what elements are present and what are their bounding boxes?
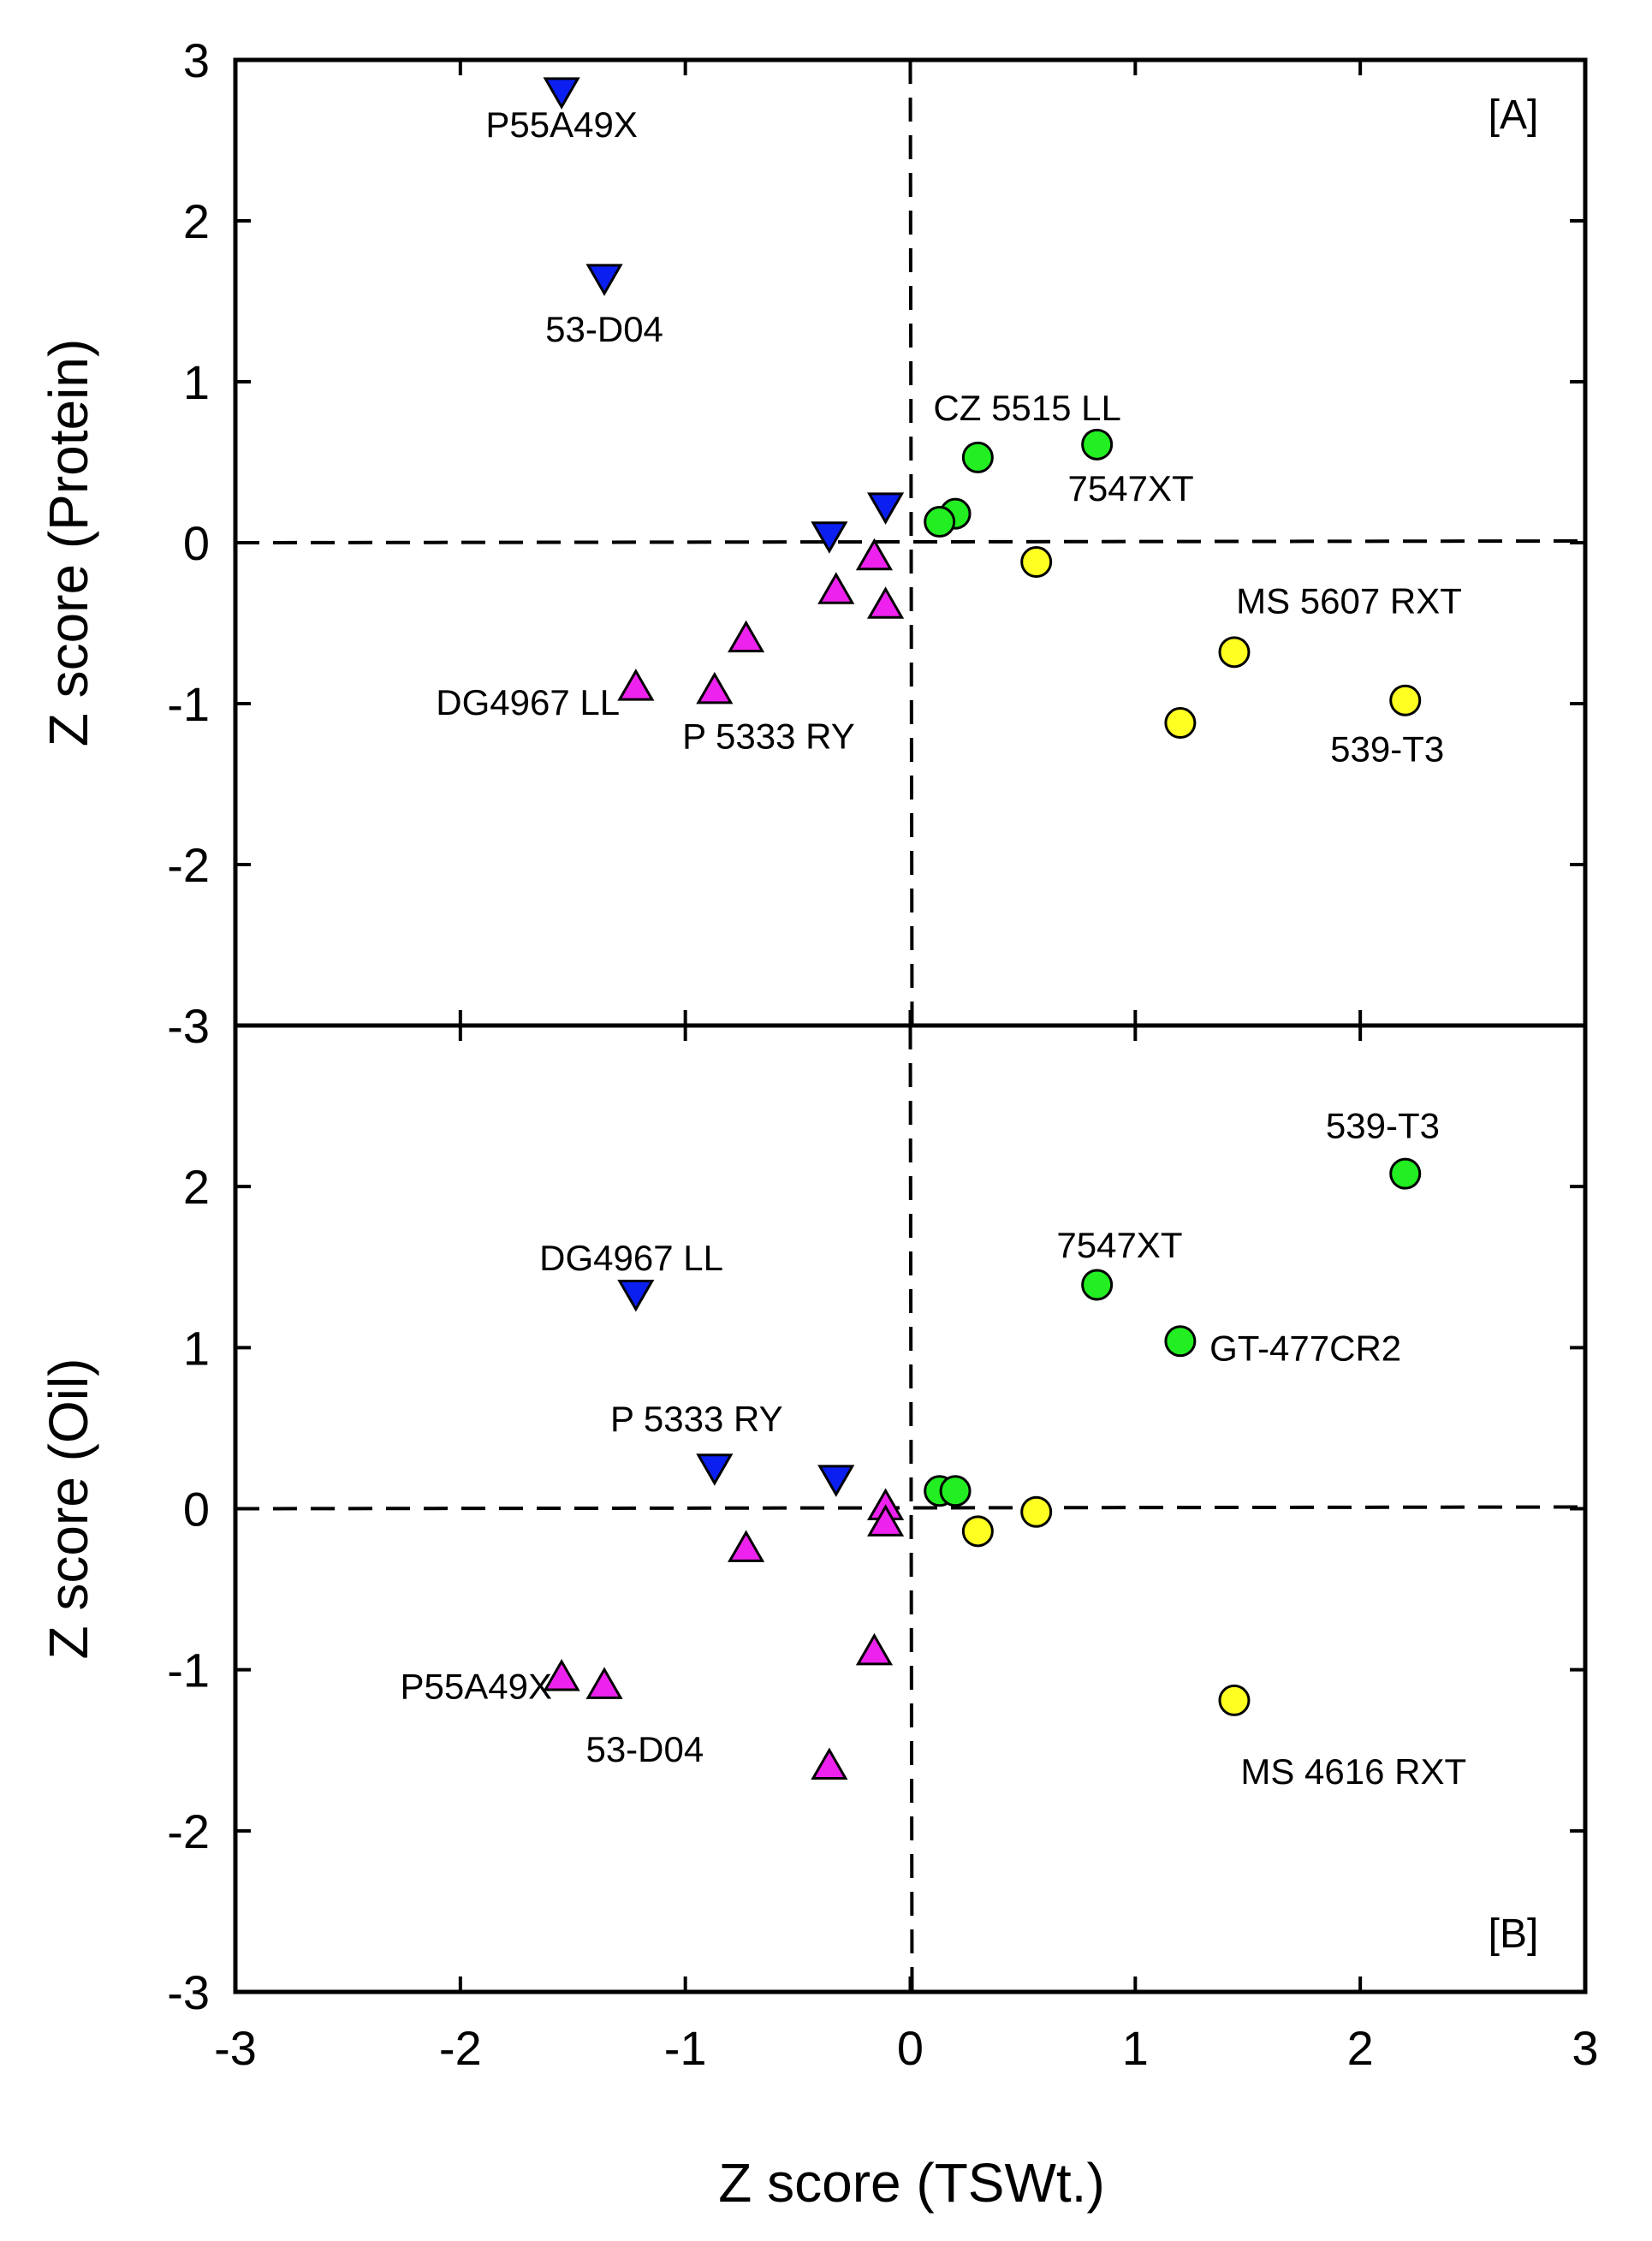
y-tick-label: -2 <box>167 838 210 892</box>
data-point-triangle-down <box>696 1453 734 1486</box>
data-point-circle <box>1020 546 1053 579</box>
point-label: 539-T3 <box>1326 1106 1440 1146</box>
data-point-triangle-down <box>817 1465 855 1497</box>
y-axis-label: Z score (Oil) <box>38 1358 99 1660</box>
data-point-circle <box>961 1515 994 1548</box>
data-point-triangle-up <box>728 620 765 653</box>
x-tick-label: -1 <box>664 2021 707 2075</box>
data-point-circle <box>1218 636 1251 669</box>
data-point-triangle-up <box>585 1667 623 1699</box>
point-label: P 5333 RY <box>610 1399 783 1439</box>
data-point-triangle-down <box>811 521 848 554</box>
y-axis-label: Z score (Protein) <box>38 339 99 747</box>
data-point-triangle-up <box>617 669 655 701</box>
x-axis-label: Z score (TSWt.) <box>718 2152 1105 2214</box>
data-point-circle <box>1081 1269 1114 1301</box>
point-label: GT-477CR2 <box>1209 1328 1401 1368</box>
zero-line-horizontal <box>235 1505 1586 1511</box>
x-tick-label: -2 <box>439 2021 482 2075</box>
zero-line-horizontal <box>235 539 1586 544</box>
point-label: P55A49X <box>485 104 637 145</box>
data-point-circle <box>939 1475 972 1507</box>
data-point-triangle-up <box>817 572 855 604</box>
data-point-triangle-up <box>696 671 734 704</box>
point-label: 53-D04 <box>545 309 663 349</box>
point-label: P 5333 RY <box>682 716 855 757</box>
y-tick-label: -2 <box>167 1804 210 1858</box>
x-tick-label: 3 <box>1572 2021 1598 2075</box>
point-label: P55A49X <box>400 1666 551 1706</box>
data-point-circle <box>924 506 956 538</box>
point-label: 53-D04 <box>585 1729 704 1769</box>
data-point-circle <box>1020 1495 1053 1528</box>
data-point-triangle-up <box>811 1747 848 1780</box>
data-point-triangle-down <box>543 77 580 110</box>
y-tick-label: 0 <box>183 516 210 570</box>
data-point-circle <box>1389 684 1422 716</box>
data-point-triangle-up <box>855 538 894 571</box>
data-point-circle <box>1164 1325 1197 1358</box>
y-tick-label: 0 <box>183 1483 210 1537</box>
x-tick-label: -3 <box>214 2021 257 2075</box>
point-label: DG4967 LL <box>436 682 620 722</box>
x-tick-label: 0 <box>897 2021 924 2075</box>
data-point-triangle-down <box>617 1279 655 1312</box>
panel-oil: -3 -2 -1 0 1 2 Z score (Oil) [B] 539-T3 7547XT DG4… <box>38 1023 1588 2019</box>
data-point-circle <box>961 441 994 473</box>
y-tick-label: 1 <box>183 1321 210 1375</box>
panel-protein: -3 -2 -1 0 1 2 3 Z score (Protein) [A] P55A49X 53-… <box>38 33 1588 1053</box>
panel-tag: [A] <box>1489 92 1539 138</box>
data-point-triangle-up <box>866 1504 905 1537</box>
point-label: 539-T3 <box>1330 729 1444 770</box>
data-point-triangle-down <box>585 264 623 296</box>
y-tick-label: -3 <box>167 1965 210 2019</box>
data-point-circle <box>1389 1157 1422 1190</box>
panel-tag: [B] <box>1489 1911 1539 1957</box>
y-tick-label: 2 <box>183 194 210 248</box>
y-tick-label: -3 <box>167 999 210 1053</box>
point-label: CZ 5515 LL <box>933 388 1120 428</box>
data-point-circle <box>1081 428 1114 461</box>
point-label: 7547XT <box>1056 1225 1182 1265</box>
y-tick-label: -1 <box>167 677 210 731</box>
point-label: 7547XT <box>1068 468 1194 508</box>
y-tick-label: -1 <box>167 1644 210 1697</box>
data-point-triangle-up <box>866 586 905 619</box>
data-point-triangle-down <box>866 492 905 525</box>
data-point-triangle-up <box>728 1530 765 1562</box>
data-point-circle <box>1218 1684 1251 1716</box>
y-tick-label: 3 <box>183 33 210 87</box>
x-tick-label: 1 <box>1122 2021 1149 2075</box>
point-label: MS 5607 RXT <box>1236 581 1462 621</box>
zero-line-vertical <box>908 59 914 1026</box>
data-point-triangle-up <box>855 1632 894 1666</box>
y-tick-label: 2 <box>183 1160 210 1214</box>
x-tick-label: 2 <box>1347 2021 1374 2075</box>
zero-line-vertical <box>908 1025 914 1993</box>
point-label: MS 4616 RXT <box>1240 1751 1466 1792</box>
data-point-circle <box>1164 707 1197 740</box>
point-label: DG4967 LL <box>539 1238 723 1278</box>
data-point-triangle-up <box>543 1658 580 1691</box>
y-tick-label: 1 <box>183 355 210 409</box>
x-axis: -3 -2 -1 0 1 2 3 <box>214 2021 1598 2075</box>
